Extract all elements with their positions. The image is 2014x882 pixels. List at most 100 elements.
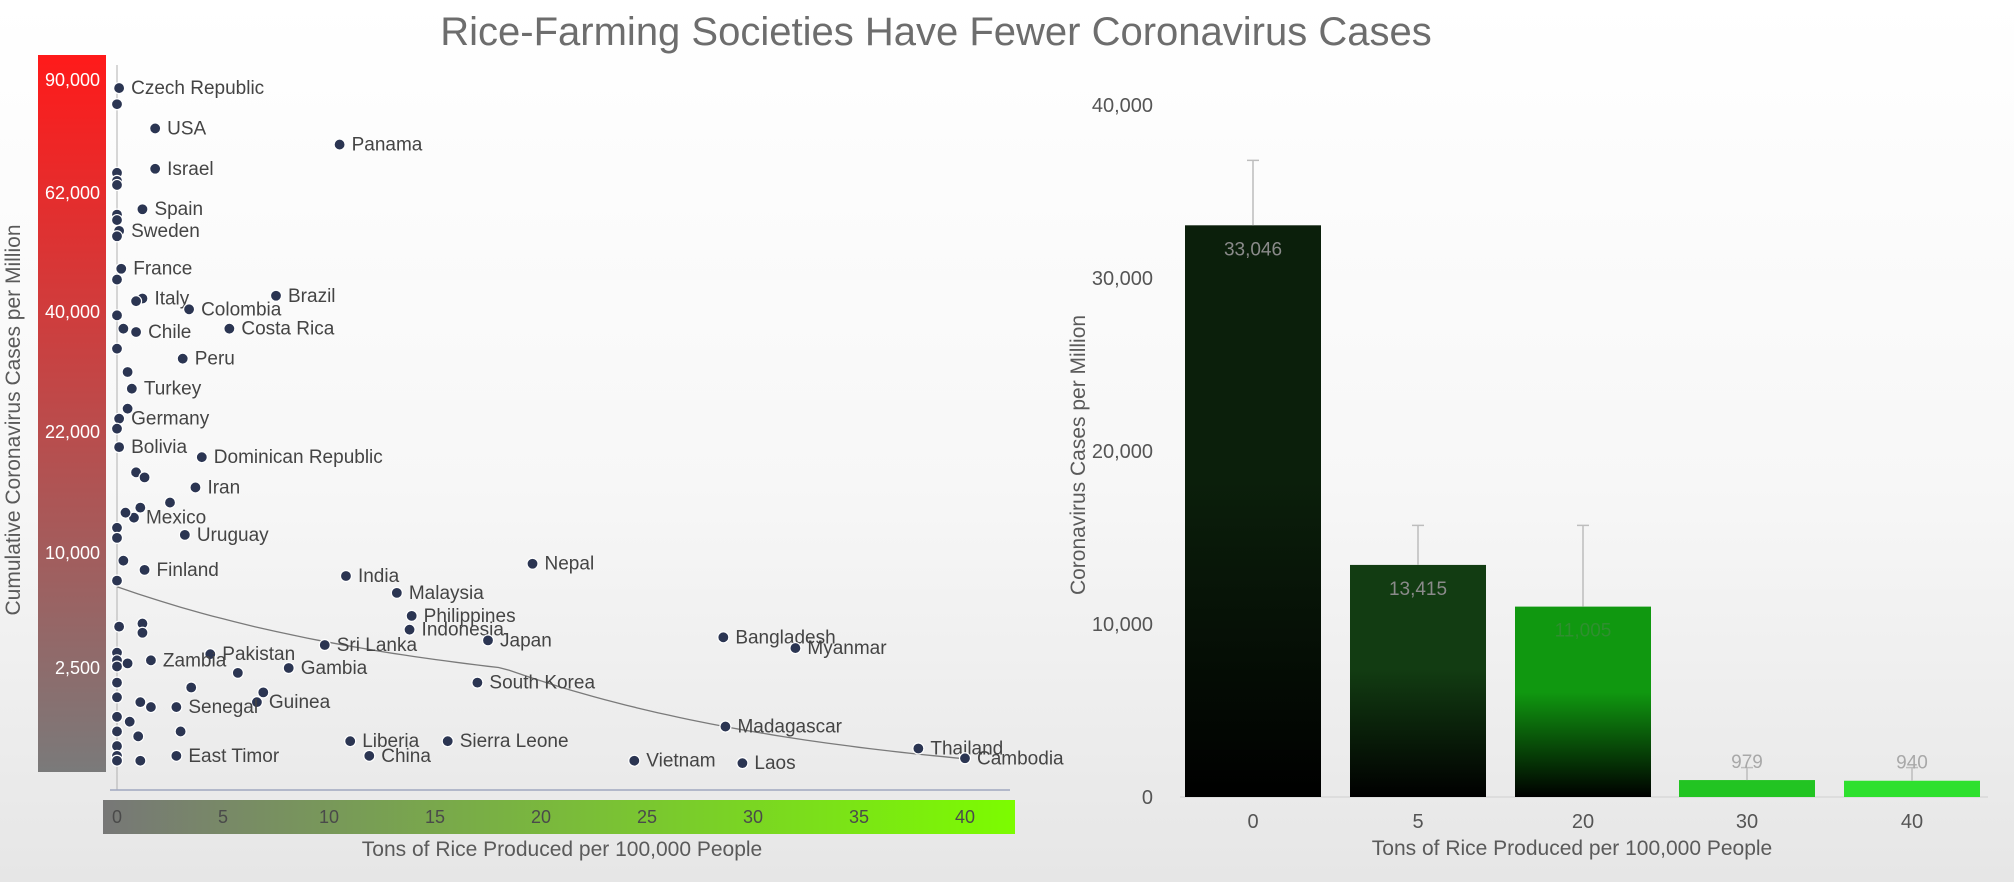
scatter-point <box>110 213 124 227</box>
country-label: Sierra Leone <box>460 731 569 752</box>
bar-value-label: 13,415 <box>1389 579 1447 600</box>
bar-x-tick-label: 20 <box>1572 811 1594 833</box>
scatter-point <box>115 262 128 275</box>
bar-value-label: 11,005 <box>1555 621 1612 642</box>
bar-y-tick-label: 20,000 <box>1092 441 1153 463</box>
scatter-point <box>113 620 126 633</box>
scatter-point <box>526 557 539 570</box>
scatter-point <box>138 563 151 576</box>
scatter-point <box>185 681 198 694</box>
country-label: Vietnam <box>646 751 715 772</box>
scatter-x-tick-label: 0 <box>112 807 122 827</box>
country-label: Turkey <box>144 379 202 400</box>
scatter-point <box>110 98 124 111</box>
country-label: Nepal <box>545 554 595 575</box>
country-label: Thailand <box>930 739 1003 760</box>
scatter-point <box>717 631 730 644</box>
country-label: Costa Rica <box>241 319 334 340</box>
scatter-point <box>125 382 138 395</box>
country-label: Zambia <box>163 650 227 671</box>
scatter-y-tick-label: 40,000 <box>45 302 100 322</box>
scatter-point <box>628 754 641 767</box>
bar-x-axis-title: Tons of Rice Produced per 100,000 People <box>1372 837 1772 860</box>
scatter-point <box>110 273 124 286</box>
country-label: Brazil <box>288 286 336 307</box>
country-label: France <box>133 259 192 280</box>
scatter-point <box>110 574 124 587</box>
scatter-point <box>170 749 183 762</box>
scatter-x-tick-label: 10 <box>319 807 339 827</box>
country-label: Senegal <box>188 697 258 718</box>
bar-y-tick-label: 40,000 <box>1092 95 1153 117</box>
scatter-point <box>149 122 162 135</box>
scatter-y-tick-label: 10,000 <box>45 543 100 563</box>
country-label: Uruguay <box>197 525 269 546</box>
country-label: Sri Lanka <box>337 635 418 656</box>
scatter-point <box>121 365 134 379</box>
scatter-point <box>119 506 132 519</box>
country-label: Japan <box>500 630 552 651</box>
country-label: Iran <box>207 477 240 498</box>
scatter-point <box>129 325 143 339</box>
scatter-point <box>344 735 357 748</box>
scatter-point <box>113 441 126 454</box>
country-label: Germany <box>131 409 210 430</box>
scatter-x-tick-label: 5 <box>218 807 228 827</box>
country-label: Laos <box>754 753 795 774</box>
scatter-point <box>110 230 124 243</box>
country-label: Sweden <box>131 221 200 242</box>
scatter-point <box>178 528 191 541</box>
bar-x-tick-label: 40 <box>1901 811 1923 833</box>
scatter-point <box>121 657 134 670</box>
scatter-point <box>182 303 196 316</box>
scatter-point <box>110 178 124 192</box>
scatter-chart: 90,000 62,000 40,000 22,000 10,000 2,500 0 5 10… <box>2 55 1064 861</box>
bar-y-tick-label: 30,000 <box>1092 268 1153 290</box>
scatter-point <box>110 754 124 767</box>
scatter-x-tick-label: 30 <box>743 807 763 827</box>
scatter-point <box>390 586 403 599</box>
scatter-point <box>110 342 124 355</box>
scatter-point <box>405 609 418 622</box>
scatter-point <box>117 554 130 567</box>
bar-40 <box>1844 780 1980 797</box>
scatter-point <box>174 725 187 738</box>
scatter-point <box>117 322 130 335</box>
scatter-point <box>110 531 124 544</box>
country-label: Pakistan <box>222 644 295 665</box>
scatter-point <box>363 749 376 762</box>
country-label: Indonesia <box>422 620 505 641</box>
scatter-point <box>138 471 151 484</box>
y-color-band <box>38 55 106 772</box>
scatter-y-tick-label: 22,000 <box>45 422 100 442</box>
scatter-point <box>113 412 126 425</box>
country-label: Colombia <box>201 299 282 320</box>
scatter-y-tick-label: 62,000 <box>45 183 100 203</box>
country-label: Malaysia <box>409 583 484 604</box>
scatter-point <box>134 696 147 709</box>
bar-20 <box>1515 606 1651 797</box>
bar-x-tick-label: 5 <box>1412 811 1423 833</box>
scatter-point <box>257 686 270 699</box>
scatter-point <box>110 676 124 689</box>
scatter-point <box>134 501 147 514</box>
x-color-band <box>103 800 1015 834</box>
scatter-point <box>149 162 162 175</box>
scatter-point <box>123 715 136 728</box>
country-label: Peru <box>195 349 235 370</box>
scatter-point <box>170 700 183 714</box>
scatter-point <box>223 322 236 335</box>
scatter-point <box>176 352 189 365</box>
scatter-point <box>113 81 126 95</box>
trend-line <box>116 586 966 760</box>
scatter-point <box>441 735 454 748</box>
scatter-point <box>132 730 145 743</box>
scatter-point <box>231 666 244 679</box>
bar-y-tick-label: 10,000 <box>1092 614 1153 636</box>
country-label: Bolivia <box>131 437 187 458</box>
scatter-x-tick-label: 20 <box>531 807 551 827</box>
scatter-point <box>121 402 134 415</box>
country-label: Dominican Republic <box>214 447 383 468</box>
country-label: Liberia <box>362 731 419 752</box>
